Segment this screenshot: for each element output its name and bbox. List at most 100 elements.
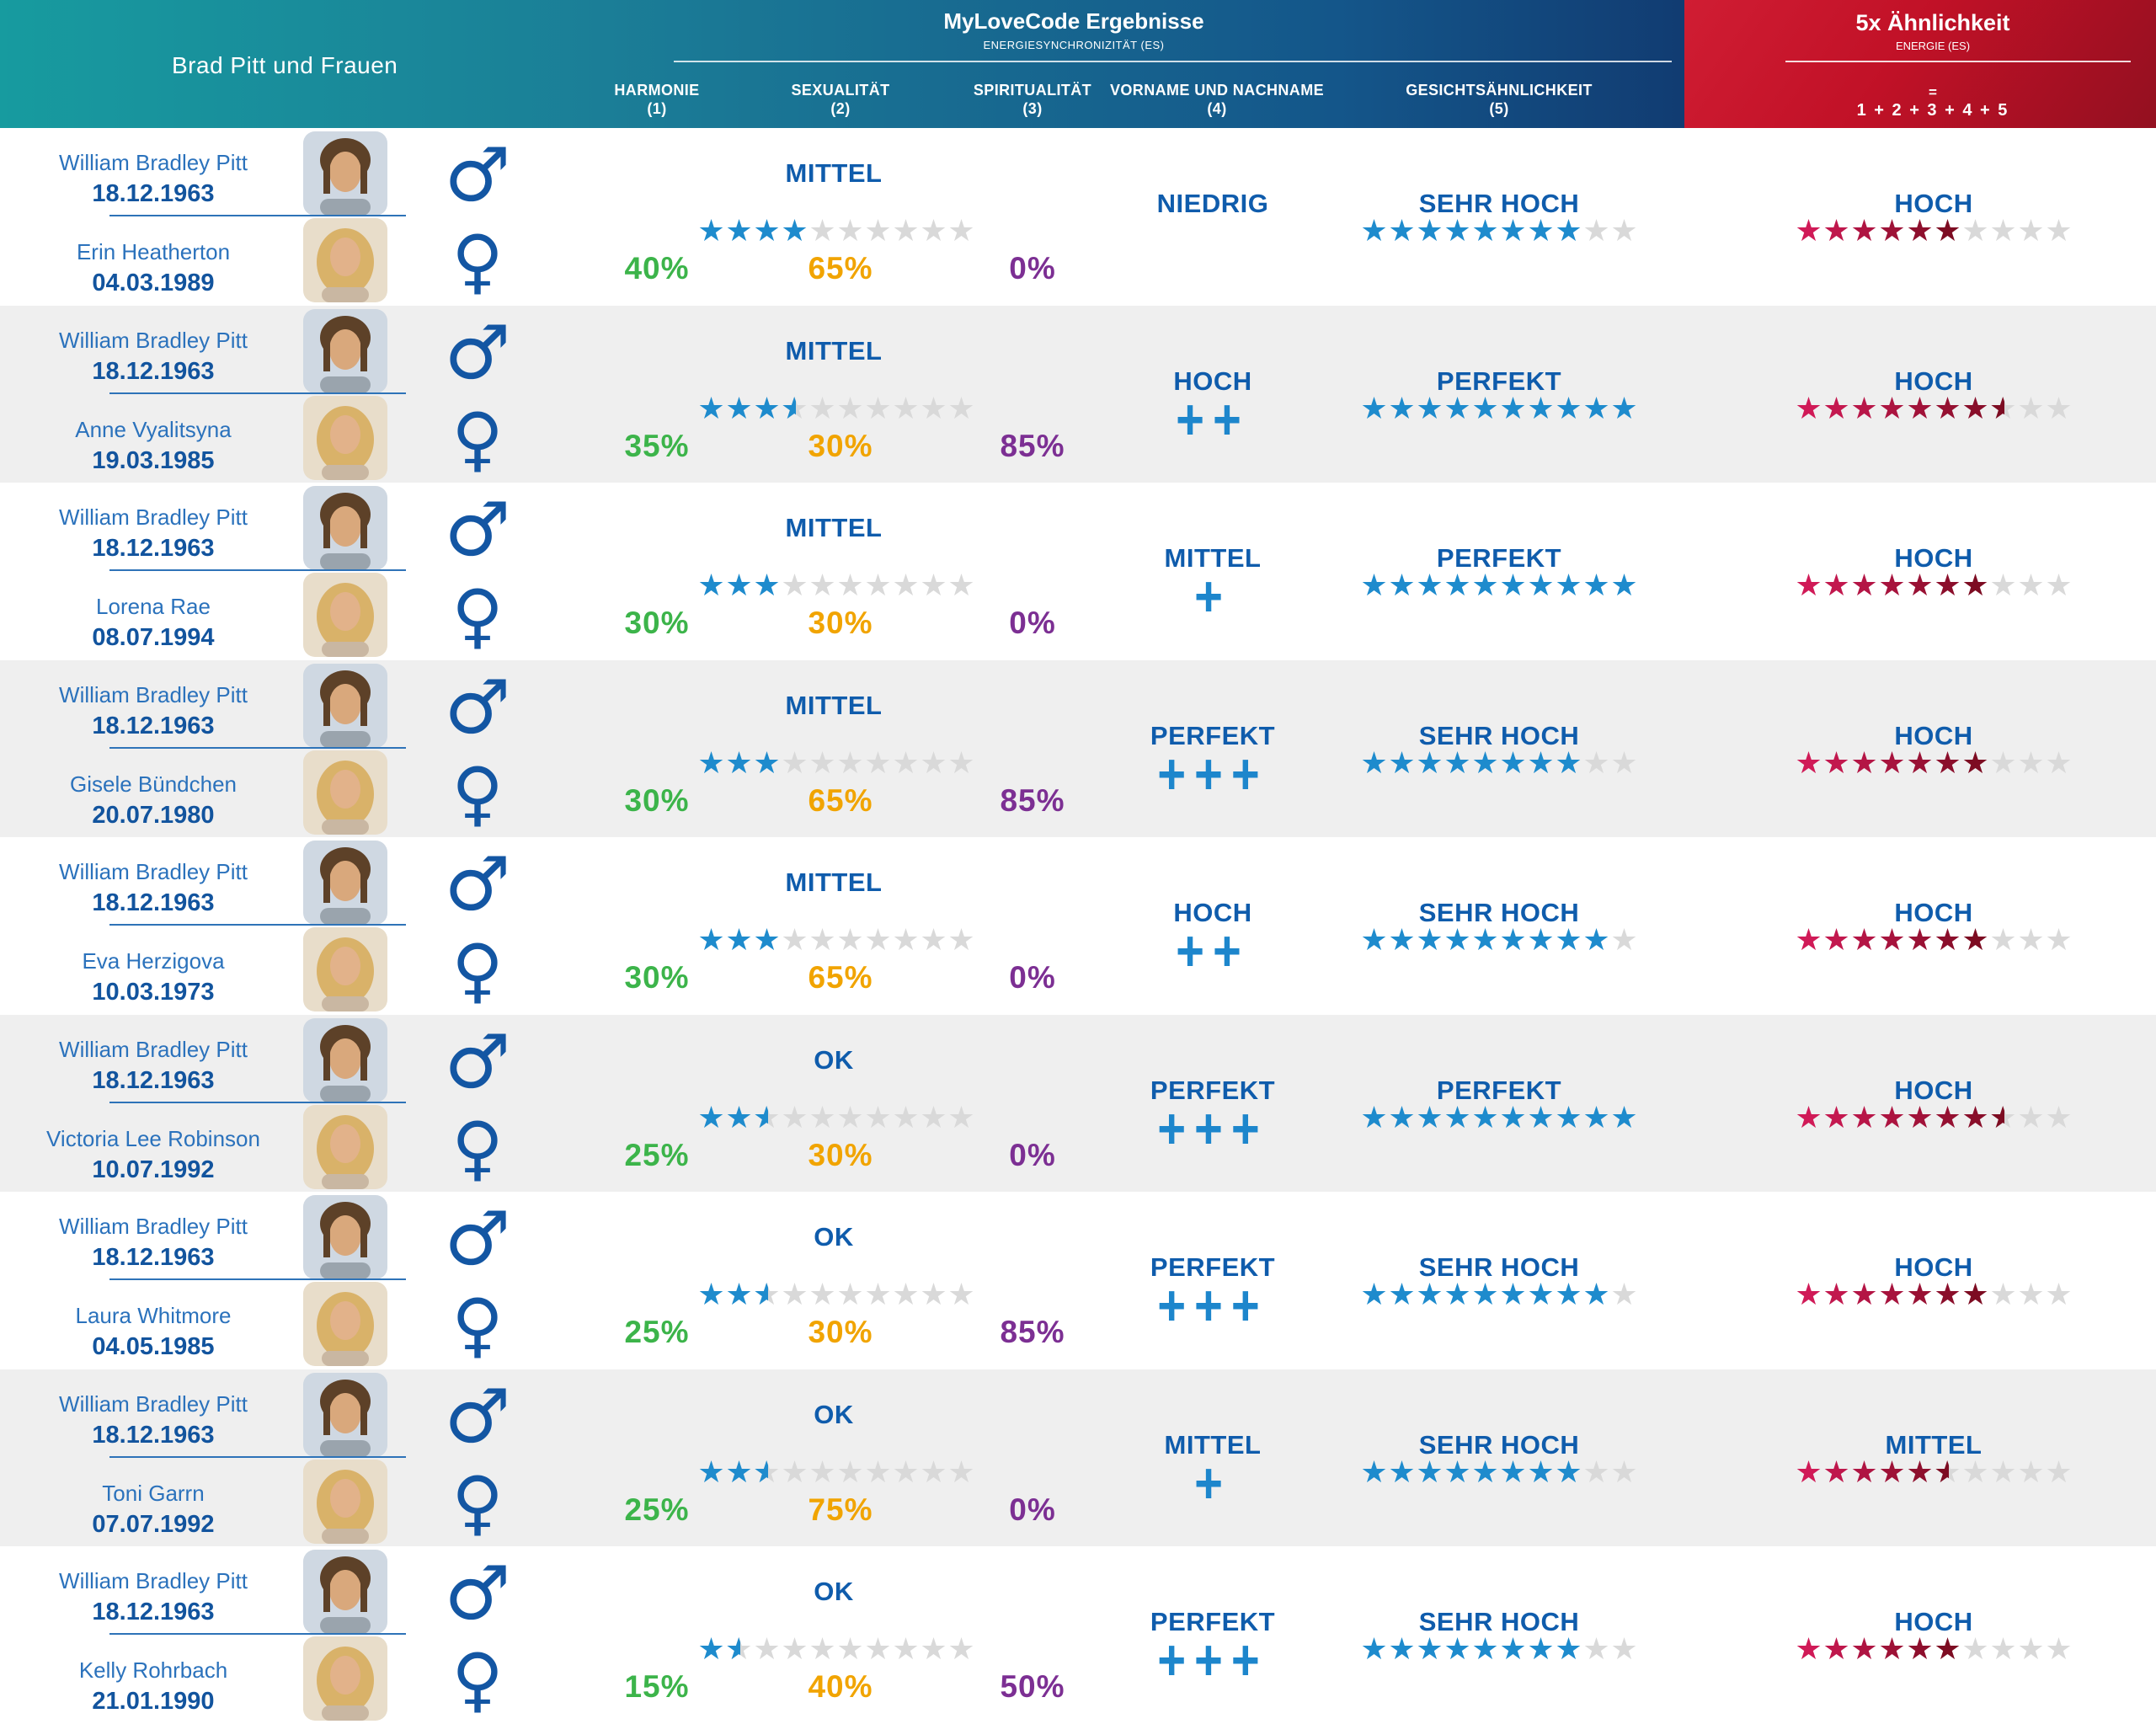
star-icon: ★ bbox=[1388, 1454, 1416, 1490]
star-icon: ★ bbox=[1582, 391, 1610, 426]
star-icon: ★ bbox=[1471, 391, 1499, 426]
star-icon: ★ bbox=[836, 923, 864, 958]
star-icon: ★ bbox=[1878, 745, 1906, 781]
name-match-label: PERFEKT bbox=[1150, 1075, 1276, 1105]
female-person: Laura Whitmore 04.05.1985 bbox=[0, 1303, 307, 1361]
pair-divider bbox=[109, 392, 406, 394]
male-portrait-image bbox=[303, 841, 387, 925]
match-row: William Bradley Pitt 18.12.1963 ♂ Toni G… bbox=[0, 1369, 2156, 1546]
star-icon: ★ bbox=[1822, 214, 1850, 248]
star-icon: ★ bbox=[808, 923, 836, 958]
star-icon: ★ bbox=[2017, 1632, 2045, 1667]
star-icon: ★ bbox=[1444, 391, 1471, 426]
match-row: William Bradley Pitt 18.12.1963 ♂ Eva He… bbox=[0, 837, 2156, 1015]
female-icon: ♀ bbox=[451, 929, 504, 1011]
overall-similarity-label: HOCH bbox=[1894, 366, 1973, 396]
match-row: William Bradley Pitt 18.12.1963 ♂ Victor… bbox=[0, 1014, 2156, 1192]
star-icon: ★ bbox=[920, 745, 947, 781]
male-birthdate: 18.12.1963 bbox=[92, 180, 215, 207]
female-portrait bbox=[303, 573, 387, 657]
star-icon: ★ bbox=[1499, 923, 1527, 958]
star-icon: ★ ★ bbox=[1989, 1100, 2017, 1135]
star-icon: ★ bbox=[1360, 923, 1388, 958]
female-icon: ♀ bbox=[451, 751, 504, 835]
male-name: William Bradley Pitt bbox=[59, 681, 248, 707]
star-icon: ★ bbox=[1878, 1632, 1906, 1667]
star-icon: ★ bbox=[1360, 214, 1388, 248]
star-icon: ★ bbox=[1906, 1632, 1934, 1667]
match-row: William Bradley Pitt 18.12.1963 ♂ Anne V… bbox=[0, 305, 2156, 483]
pair-divider bbox=[109, 746, 406, 749]
star-icon: ★ bbox=[1850, 568, 1878, 603]
star-icon: ★ bbox=[1878, 1454, 1906, 1490]
male-person: William Bradley Pitt 18.12.1963 bbox=[0, 504, 307, 563]
sexualitaet-percent: 30% bbox=[808, 606, 873, 640]
star-icon: ★ bbox=[1582, 568, 1610, 603]
face-similarity-label: PERFEKT bbox=[1436, 1075, 1562, 1105]
star-icon: ★ bbox=[1471, 1278, 1499, 1312]
star-icon: ★ bbox=[1906, 745, 1934, 781]
male-name: William Bradley Pitt bbox=[59, 504, 248, 530]
male-birthdate: 18.12.1963 bbox=[92, 535, 215, 562]
star-icon: ★ bbox=[1961, 745, 1989, 781]
star-icon: ★ bbox=[808, 1100, 836, 1135]
star-icon: ★ bbox=[2017, 1454, 2045, 1490]
harmonie-percent: 25% bbox=[624, 1315, 690, 1349]
name-match-label: HOCH bbox=[1173, 898, 1252, 927]
header-bar: Brad Pitt und Frauen MyLoveCode Ergebnis… bbox=[0, 0, 2156, 128]
star-icon: ★ bbox=[1471, 1454, 1499, 1490]
female-icon: ♀ bbox=[451, 397, 504, 480]
star-icon: ★ bbox=[836, 214, 864, 248]
star-icon: ★ bbox=[1989, 1632, 2017, 1667]
star-icon: ★ bbox=[1822, 1278, 1850, 1312]
star-icon: ★ bbox=[1934, 1278, 1961, 1312]
male-person: William Bradley Pitt 18.12.1963 bbox=[0, 328, 307, 386]
star-icon: ★ bbox=[1961, 1454, 1989, 1490]
star-icon: ★ bbox=[2045, 391, 2073, 426]
star-icon: ★ bbox=[1934, 1632, 1961, 1667]
star-icon: ★ bbox=[1499, 1100, 1527, 1135]
star-icon: ★ bbox=[781, 1632, 808, 1667]
star-icon: ★ bbox=[1610, 214, 1638, 248]
female-name: Anne Vyalitsyna bbox=[75, 416, 232, 442]
star-icon: ★ bbox=[1989, 1454, 2017, 1490]
es-stars: ★★★★★★★★★★★ bbox=[697, 391, 974, 427]
star-icon: ★ bbox=[1906, 214, 1934, 248]
star-icon: ★ bbox=[947, 923, 975, 958]
star-icon: ★ bbox=[1471, 214, 1499, 248]
star-icon: ★ bbox=[920, 391, 947, 426]
star-icon: ★ bbox=[947, 391, 975, 426]
star-icon: ★ bbox=[1471, 1100, 1499, 1135]
star-icon: ★ bbox=[920, 1454, 947, 1490]
star-icon: ★ bbox=[892, 1278, 920, 1312]
star-icon: ★ bbox=[781, 1100, 808, 1135]
star-icon: ★ bbox=[1360, 568, 1388, 603]
male-icon: ♂ bbox=[444, 1372, 511, 1460]
male-portrait-image bbox=[303, 308, 387, 393]
similarity-header: 5x Ähnlichkeit ENERGIE (ES) = 1 + 2 + 3 … bbox=[1684, 0, 2156, 128]
star-icon: ★ bbox=[753, 745, 781, 781]
star-icon: ★ bbox=[2045, 1100, 2073, 1135]
female-portrait-image bbox=[303, 218, 387, 302]
similarity-divider-line bbox=[1785, 61, 2131, 62]
star-icon: ★ bbox=[1499, 568, 1527, 603]
star-icon: ★ bbox=[892, 923, 920, 958]
name-match-label: PERFEKT bbox=[1150, 1252, 1276, 1282]
overall-similarity-label: HOCH bbox=[1894, 898, 1973, 927]
star-icon: ★ bbox=[2017, 1100, 2045, 1135]
face-similarity-stars: ★★★★★★★★★★ bbox=[1360, 214, 1638, 249]
pair-divider bbox=[109, 1633, 406, 1635]
female-birthdate: 10.03.1973 bbox=[92, 979, 215, 1006]
star-icon: ★ bbox=[1989, 923, 2017, 958]
female-portrait bbox=[303, 395, 387, 480]
star-icon: ★ bbox=[725, 745, 753, 781]
female-name: Eva Herzigova bbox=[82, 948, 225, 974]
star-icon: ★ bbox=[1878, 1100, 1906, 1135]
star-icon: ★ bbox=[864, 1454, 892, 1490]
column-header-spiritualitaet: SPIRITUALITÄT (3) bbox=[973, 82, 1092, 117]
star-icon: ★ bbox=[1906, 1278, 1934, 1312]
star-icon: ★ bbox=[1582, 745, 1610, 781]
female-name: Laura Whitmore bbox=[75, 1303, 232, 1328]
star-icon: ★ bbox=[697, 568, 725, 603]
